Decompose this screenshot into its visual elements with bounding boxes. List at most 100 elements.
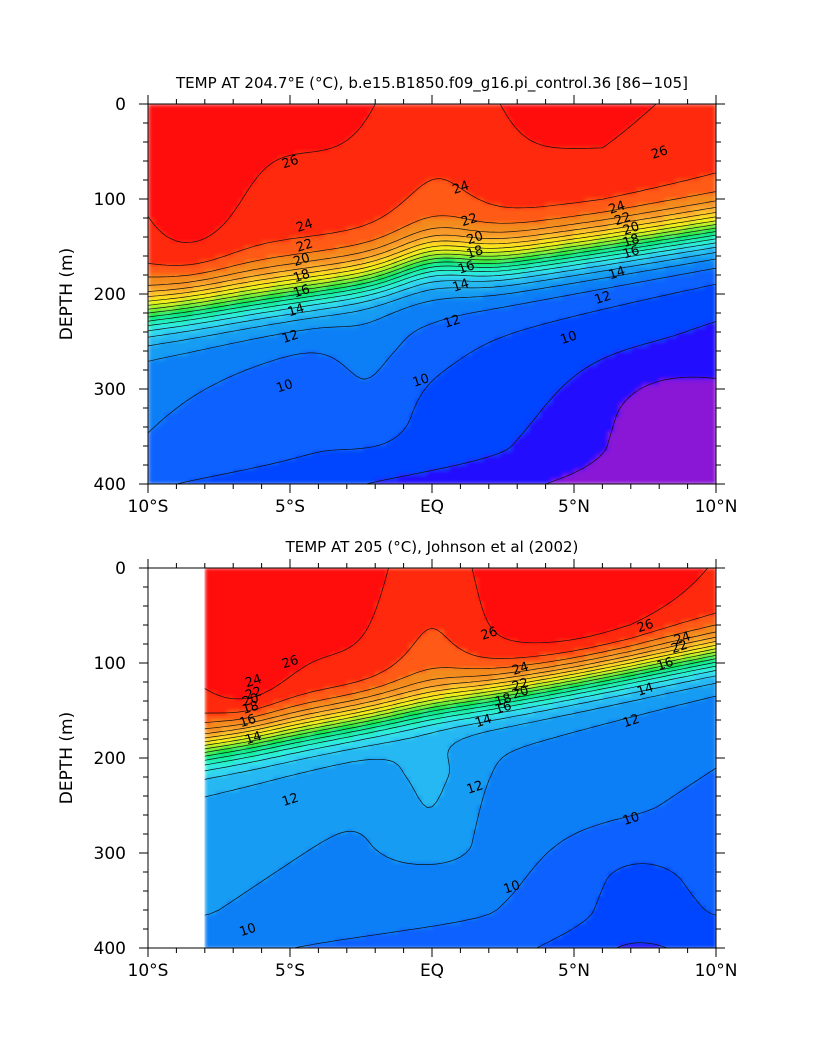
temperature-band <box>148 251 716 362</box>
isotherm-12 <box>204 682 716 808</box>
y-tick-label: 300 <box>94 844 126 864</box>
isotherm-label: 12 <box>280 791 300 810</box>
temperature-band <box>148 203 716 290</box>
isotherm-20 <box>148 220 716 306</box>
x-axis-tick-labels: 10°S 5°S EQ 5°N 10°N <box>128 497 738 517</box>
isotherm-label: 10 <box>502 878 522 897</box>
isotherm-label: 20 <box>292 251 312 270</box>
isotherm-22 <box>148 212 716 298</box>
temperature-band <box>148 104 655 243</box>
isotherm-23 <box>204 636 716 735</box>
isotherm-label: 16 <box>238 712 258 731</box>
isotherm-11 <box>204 695 716 916</box>
isotherm-label: 26 <box>280 153 300 172</box>
isotherm-24 <box>204 631 716 730</box>
isotherm-13 <box>148 246 716 338</box>
isotherm-10 <box>293 767 716 948</box>
isotherm-label: 24 <box>607 198 627 217</box>
isotherm-15 <box>148 238 716 327</box>
temperature-band <box>148 260 716 433</box>
temperature-band <box>148 270 716 484</box>
panel-title: TEMP AT 204.7°E (°C), b.e15.B1850.f09_g1… <box>175 74 688 93</box>
isotherm-label: 16 <box>456 258 476 277</box>
x-tick-label: 10°N <box>695 961 738 981</box>
isotherm-label: 10 <box>238 921 258 940</box>
temperature-band <box>148 208 716 300</box>
temperature-band <box>187 284 716 484</box>
temperature-band <box>551 379 716 484</box>
temperature-band <box>204 682 716 916</box>
isotherm-label: 16 <box>621 243 641 262</box>
isotherm-label: 16 <box>493 698 513 717</box>
observed-temperature-panel: TEMP AT 205 (°C), Johnson et al (2002) 2… <box>57 538 737 981</box>
isotherm-22 <box>204 641 716 739</box>
temperature-band <box>619 943 660 948</box>
y-tick-label: 300 <box>94 380 126 400</box>
isotherm-label: 18 <box>465 243 485 262</box>
x-tick-label: 5°N <box>558 497 590 517</box>
isotherm-label: 24 <box>294 216 314 235</box>
isotherm-15 <box>204 665 716 766</box>
isotherm-label: 10 <box>559 328 579 347</box>
temperature-band <box>375 322 716 484</box>
isotherm-26 <box>204 612 716 714</box>
x-axis-tick-labels: 10°S 5°S EQ 5°N 10°N <box>128 961 738 981</box>
isotherm-label: 18 <box>292 267 312 286</box>
isotherm-label: 20 <box>510 683 530 702</box>
isotherm-label: 24 <box>672 629 692 648</box>
isotherm-label: 18 <box>621 232 641 251</box>
x-tick-label: 10°S <box>128 497 169 517</box>
isotherm-8 <box>616 942 668 948</box>
isotherm-lines <box>204 568 716 948</box>
isotherm-24 <box>148 200 716 286</box>
isotherm-label: 12 <box>593 289 613 308</box>
y-tick-label: 0 <box>115 559 126 579</box>
y-tick-label: 400 <box>94 939 126 959</box>
isotherm-23 <box>148 206 716 292</box>
x-tick-label: 10°S <box>128 961 169 981</box>
isotherm-14 <box>148 242 716 332</box>
y-axis-label: DEPTH (m) <box>57 248 77 340</box>
temperature-band <box>148 218 716 305</box>
isotherm-16 <box>148 234 716 322</box>
y-tick-label: 100 <box>94 190 126 210</box>
temperature-band <box>204 696 716 948</box>
isotherm-label: 14 <box>243 729 263 748</box>
y-axis-tick-labels: 0 100 200 300 400 <box>94 95 126 495</box>
isotherm-18 <box>148 227 716 314</box>
isotherm-label: 24 <box>243 672 263 691</box>
isotherm-label: 14 <box>607 264 627 283</box>
isotherm-13 <box>204 675 716 780</box>
isotherm-8 <box>365 321 716 484</box>
isotherm-19 <box>148 224 716 310</box>
isotherm-label: 12 <box>465 778 485 797</box>
isotherm-20 <box>204 648 716 746</box>
isotherm-label: 22 <box>613 210 633 229</box>
isotherm-26 <box>148 172 716 266</box>
isotherm-label: 10 <box>275 377 295 396</box>
y-axis-label: DEPTH (m) <box>57 712 77 804</box>
isotherm-label: 20 <box>241 691 261 710</box>
y-tick-label: 0 <box>115 95 126 115</box>
isotherm-21 <box>204 644 716 743</box>
y-axis-tick-labels: 0 100 200 300 400 <box>94 559 126 959</box>
isotherm-21 <box>148 216 716 302</box>
isotherm-label: 22 <box>669 638 689 657</box>
isotherm-label: 26 <box>479 624 499 643</box>
y-tick-label: 200 <box>94 285 126 305</box>
isotherm-25 <box>148 191 716 278</box>
temperature-band <box>148 104 716 267</box>
isotherm-9 <box>536 863 716 948</box>
isotherm-label: 22 <box>294 236 314 255</box>
isotherm-27 <box>148 104 657 243</box>
isotherm-9 <box>176 283 716 484</box>
axis-ticks <box>139 95 725 493</box>
isotherm-label: 12 <box>280 328 300 347</box>
temperature-field <box>148 104 716 484</box>
y-tick-label: 200 <box>94 749 126 769</box>
isotherm-label: 24 <box>451 178 471 197</box>
isotherm-label: 10 <box>411 371 431 390</box>
